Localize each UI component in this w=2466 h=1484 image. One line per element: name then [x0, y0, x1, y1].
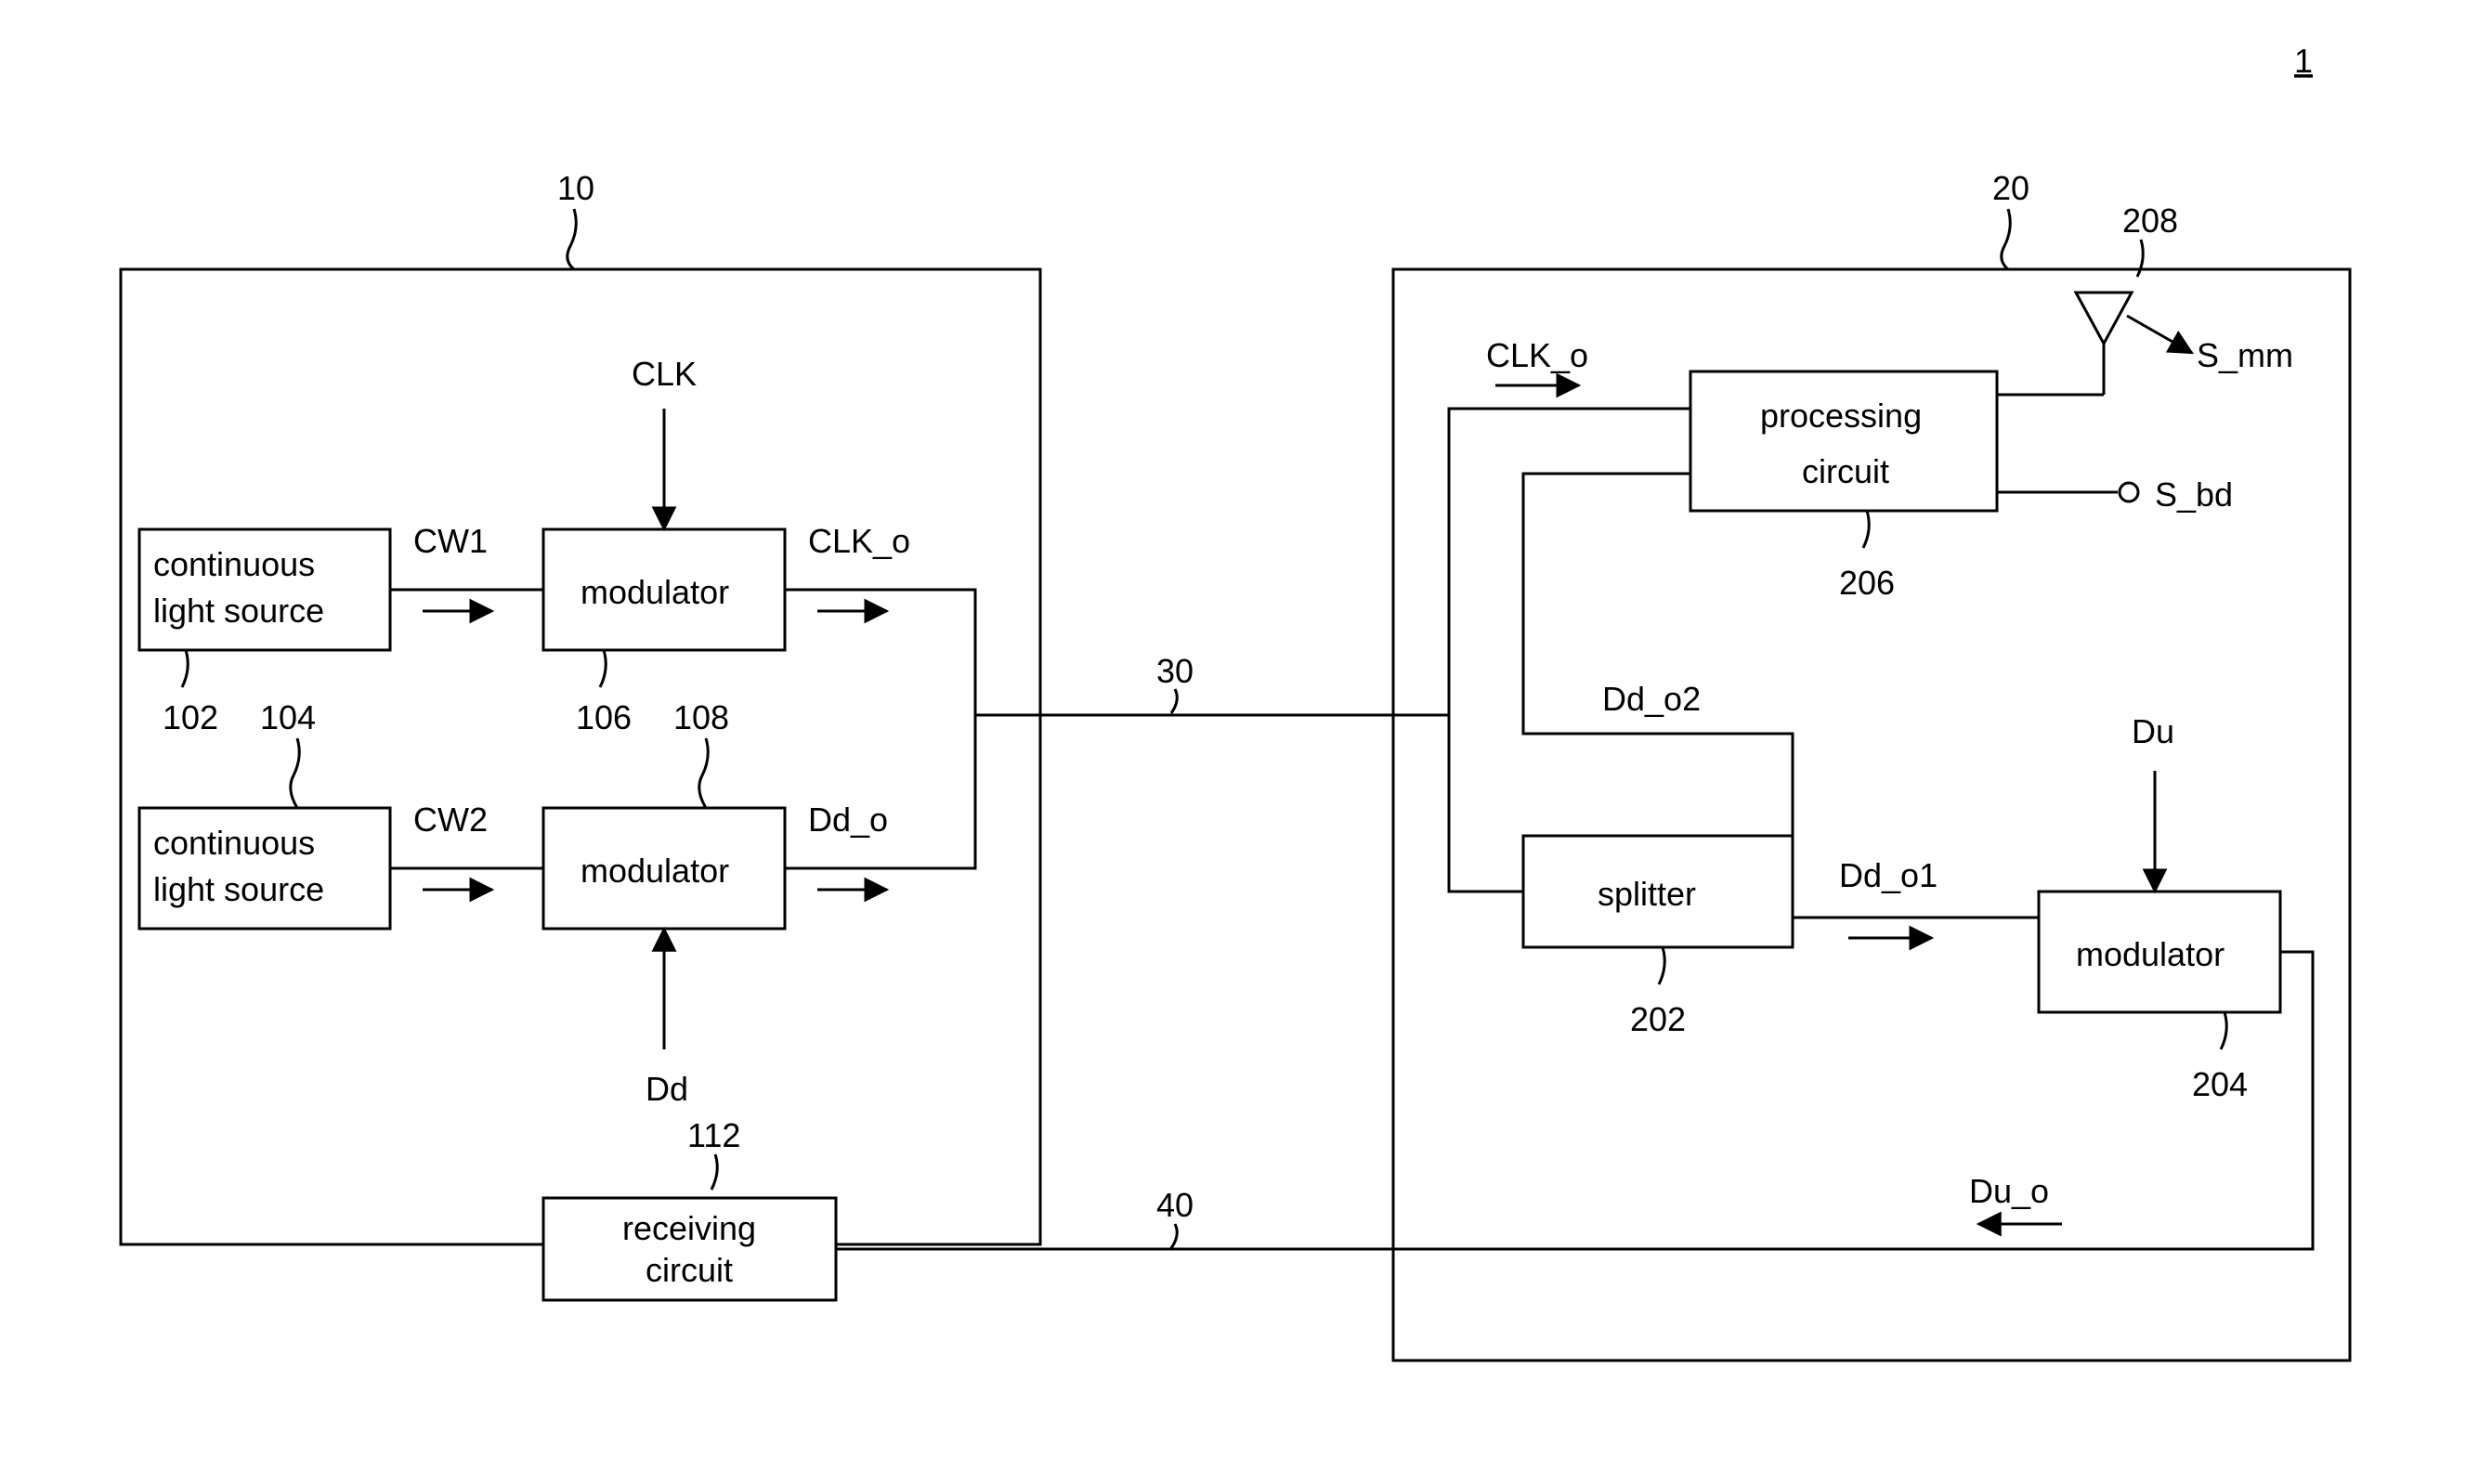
src2-ref: 104: [260, 698, 316, 736]
fiber30-ref: 30: [1156, 652, 1194, 690]
cw2-label: CW2: [413, 801, 488, 839]
smm-label: S_mm: [2197, 336, 2293, 374]
proc-ref: 206: [1839, 564, 1895, 602]
clko-label: CLK_o: [808, 522, 910, 560]
splitter-ref: 202: [1630, 1000, 1686, 1038]
du-label: Du: [2132, 712, 2174, 750]
left-outer-box: [121, 269, 1040, 1244]
mod1-label: modulator: [581, 573, 729, 611]
rx-line1: receiving: [622, 1209, 756, 1247]
squiggle-20: [2002, 209, 2010, 269]
clko-right-label: CLK_o: [1486, 336, 1588, 374]
src2-line1: continuous: [153, 824, 315, 862]
modR-ref: 204: [2192, 1065, 2248, 1103]
sbd-port: [2120, 483, 2138, 501]
proc-line2: circuit: [1802, 452, 1889, 490]
dd-label: Dd: [646, 1070, 688, 1108]
ddo-label: Dd_o: [808, 801, 888, 839]
rx-line2: circuit: [646, 1251, 733, 1289]
ddo1-label: Dd_o1: [1839, 856, 1938, 894]
src1-line2: light source: [153, 592, 324, 630]
mod2-label: modulator: [581, 852, 729, 890]
ant-ref: 208: [2122, 202, 2178, 240]
right-block-ref: 20: [1992, 169, 2029, 207]
proc-line1: processing: [1760, 397, 1922, 435]
figure-label: 1: [2294, 42, 2313, 80]
cw1-label: CW1: [413, 522, 488, 560]
rx-ref: 112: [687, 1116, 740, 1154]
squiggle-10: [568, 209, 576, 269]
ddo2-label: Dd_o2: [1602, 680, 1701, 718]
block-diagram: 1 10 continuous light source 102 continu…: [0, 0, 2466, 1484]
splitter-label: splitter: [1598, 875, 1696, 913]
left-block-ref: 10: [557, 169, 594, 207]
duo-label: Du_o: [1969, 1172, 2049, 1210]
src1-line1: continuous: [153, 545, 315, 583]
modR-label: modulator: [2076, 935, 2225, 973]
mod2-ref: 108: [673, 698, 729, 736]
squiggle-40: [1171, 1224, 1177, 1248]
mod1-ref: 106: [576, 698, 632, 736]
squiggle-30: [1171, 689, 1177, 713]
sbd-label: S_bd: [2155, 475, 2233, 514]
src1-ref: 102: [163, 698, 218, 736]
src2-line2: light source: [153, 870, 324, 908]
clk-label: CLK: [632, 355, 697, 393]
fiber40-ref: 40: [1156, 1186, 1194, 1224]
